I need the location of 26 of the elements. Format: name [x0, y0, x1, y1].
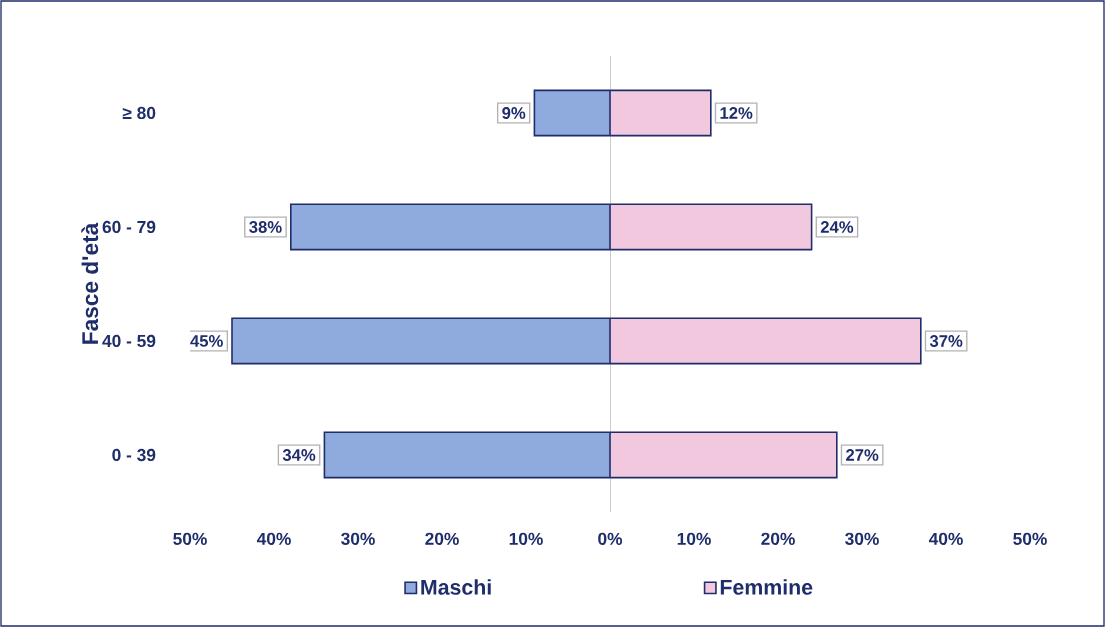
x-tick-label: 40%	[256, 532, 291, 545]
legend-label: Maschi	[421, 579, 491, 595]
y-tick-label: 60 - 79	[102, 220, 156, 234]
x-tick-label: 40%	[928, 532, 963, 545]
legend-label: Femmine	[720, 579, 813, 595]
y-axis-title: Fasce d'età	[81, 222, 99, 344]
x-tick-label: 50%	[173, 532, 207, 545]
y-tick-label: 40 - 59	[102, 334, 156, 348]
x-tick-label: 20%	[425, 532, 459, 545]
x-tick-label: 30%	[845, 532, 879, 545]
data-label: 34%	[282, 449, 316, 461]
x-tick-label: 20%	[761, 532, 795, 545]
data-label: 24%	[820, 221, 854, 233]
x-tick-label: 10%	[509, 532, 543, 545]
data-label: 45%	[190, 335, 223, 347]
x-tick-label: 0%	[598, 532, 623, 545]
data-label: 27%	[846, 449, 879, 461]
data-label: 38%	[249, 221, 282, 233]
y-tick-label: 0 - 39	[112, 448, 156, 462]
y-tick-label: ≥ 80	[122, 106, 156, 120]
data-label: 37%	[929, 335, 963, 347]
x-tick-label: 30%	[341, 532, 375, 545]
data-label: 12%	[720, 107, 753, 119]
x-tick-label: 10%	[677, 532, 711, 545]
data-label: 9%	[502, 107, 526, 119]
x-tick-label: 50%	[1013, 532, 1047, 545]
